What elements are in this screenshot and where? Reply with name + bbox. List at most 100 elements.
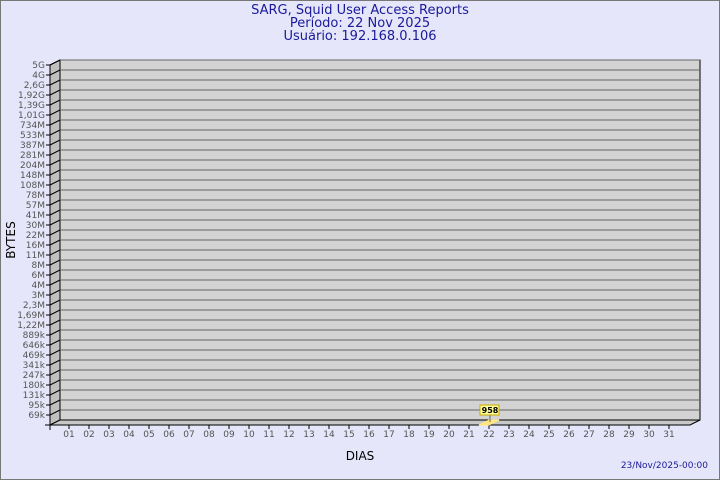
- x-tick-label: 22: [483, 430, 494, 440]
- gridline-depth: [49, 209, 61, 216]
- gridline-depth: [49, 149, 61, 156]
- y-tick-label: 11M: [26, 251, 45, 261]
- x-tick-label: 10: [243, 430, 255, 440]
- gridline-depth: [49, 89, 61, 96]
- gridline-depth: [49, 269, 61, 276]
- y-tick-label: 387M: [20, 141, 45, 151]
- gridline-depth: [49, 79, 61, 86]
- y-tick-label: 8M: [32, 261, 46, 271]
- y-tick-label: 1,69M: [17, 311, 45, 321]
- gridline-depth: [49, 169, 61, 176]
- x-tick-label: 30: [643, 430, 655, 440]
- y-tick-label: 1,92G: [18, 91, 45, 101]
- gridline-depth: [49, 309, 61, 316]
- x-tick-label: 08: [203, 430, 215, 440]
- gridline-depth: [49, 159, 61, 166]
- gridline-depth: [49, 339, 61, 346]
- x-tick-label: 12: [283, 430, 294, 440]
- chart-title: SARG, Squid User Access Reports: [251, 3, 469, 18]
- x-tick-label: 25: [543, 430, 554, 440]
- gridline-depth: [49, 59, 61, 66]
- x-tick-label: 20: [443, 430, 455, 440]
- y-tick-label: 3M: [32, 291, 46, 301]
- y-tick-label: 247k: [23, 371, 46, 381]
- y-tick-label: 69k: [28, 411, 45, 421]
- y-tick-label: 281M: [20, 151, 45, 161]
- y-tick-label: 4M: [32, 281, 46, 291]
- x-tick-label: 01: [63, 430, 74, 440]
- x-tick-label: 26: [563, 430, 575, 440]
- x-tick-label: 28: [603, 430, 615, 440]
- y-axis-label: BYTES: [4, 221, 18, 258]
- gridline-depth: [49, 319, 61, 326]
- x-tick-label: 03: [103, 430, 114, 440]
- gridline-depth: [49, 239, 61, 246]
- x-tick-label: 29: [623, 430, 635, 440]
- chart-user: Usuário: 192.168.0.106: [283, 29, 437, 44]
- x-tick-label: 02: [83, 430, 94, 440]
- x-tick-label: 23: [503, 430, 514, 440]
- y-tick-label: 16M: [26, 241, 45, 251]
- x-tick-label: 06: [163, 430, 175, 440]
- data-label: 958: [482, 406, 499, 415]
- x-tick-label: 24: [523, 430, 535, 440]
- y-tick-label: 204M: [20, 161, 45, 171]
- x-tick-label: 05: [143, 430, 154, 440]
- x-tick-label: 07: [183, 430, 194, 440]
- x-tick-label: 27: [583, 430, 594, 440]
- y-tick-label: 646k: [23, 341, 46, 351]
- generated-timestamp: 23/Nov/2025-00:00: [620, 461, 708, 471]
- y-tick-label: 469k: [23, 351, 46, 361]
- y-tick-label: 180k: [23, 381, 46, 391]
- y-tick-label: 5G: [32, 61, 45, 71]
- x-tick-label: 18: [403, 430, 415, 440]
- y-tick-label: 30M: [26, 221, 45, 231]
- gridline-depth: [49, 259, 61, 266]
- gridline-depth: [49, 299, 61, 306]
- bar: [478, 419, 500, 426]
- gridline-depth: [49, 99, 61, 106]
- y-tick-label: 108M: [20, 181, 45, 191]
- x-tick-label: 21: [463, 430, 474, 440]
- y-tick-label: 4G: [32, 71, 45, 81]
- y-tick-label: 1,22M: [17, 321, 45, 331]
- x-tick-label: 13: [303, 430, 314, 440]
- y-tick-label: 341k: [23, 361, 46, 371]
- y-tick-label: 22M: [26, 231, 45, 241]
- gridline-depth: [49, 409, 61, 416]
- gridline-depth: [49, 139, 61, 146]
- gridline-depth: [49, 389, 61, 396]
- gridline-depth: [49, 179, 61, 186]
- chart-period: Período: 22 Nov 2025: [289, 16, 431, 31]
- gridline-depth: [49, 359, 61, 366]
- gridline-depth: [49, 349, 61, 356]
- x-tick-label: 11: [263, 430, 274, 440]
- gridline-depth: [49, 399, 61, 406]
- y-tick-label: 95k: [28, 401, 45, 411]
- y-tick-label: 533M: [20, 131, 45, 141]
- gridline-depth: [49, 279, 61, 286]
- gridline-depth: [49, 329, 61, 336]
- gridline-depth: [49, 129, 61, 136]
- x-tick-label: 15: [343, 430, 354, 440]
- y-tick-label: 131k: [23, 391, 46, 401]
- gridline-depth: [49, 109, 61, 116]
- gridline-depth: [49, 69, 61, 76]
- x-tick-label: 31: [663, 430, 674, 440]
- gridline-depth: [49, 189, 61, 196]
- y-tick-label: 41M: [26, 211, 45, 221]
- x-tick-label: 14: [323, 430, 335, 440]
- gridline-depth: [49, 379, 61, 386]
- x-axis-label: DIAS: [346, 449, 375, 463]
- y-tick-label: 889k: [23, 331, 46, 341]
- gridline-depth: [49, 229, 61, 236]
- y-tick-label: 1,01G: [18, 111, 45, 121]
- x-tick-label: 09: [223, 430, 235, 440]
- gridline-depth: [49, 369, 61, 376]
- plot-floor: [49, 419, 701, 426]
- gridline-depth: [49, 289, 61, 296]
- y-tick-label: 734M: [20, 121, 45, 131]
- x-tick-label: 16: [363, 430, 375, 440]
- y-tick-label: 1,39G: [18, 101, 45, 111]
